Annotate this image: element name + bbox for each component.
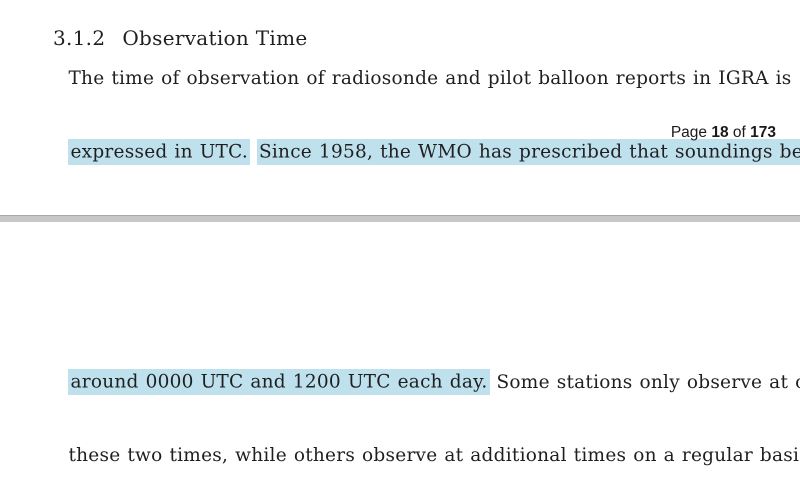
highlighted-text: around 0000 UTC and 1200 UTC each day. (68, 369, 490, 395)
footer-current-page: 18 (711, 124, 729, 141)
text-line: expressed in UTC. Since 1958, the WMO ha… (13, 116, 800, 190)
footer-prefix: Page (670, 124, 712, 141)
text-line: these two times, while others observe at… (13, 420, 800, 494)
body-text: The time of observation of radiosonde an… (68, 67, 792, 89)
body-text: these two times, while others observe at… (68, 445, 800, 466)
text-line: around 0000 UTC and 1200 UTC each day. S… (13, 346, 800, 420)
section-number: 3.1.2 (52, 26, 106, 50)
page-break-divider (0, 215, 800, 222)
section-heading: 3.1.2 Observation Time (13, 2, 307, 74)
footer-separator: of (728, 124, 751, 141)
section-title: Observation Time (122, 26, 308, 50)
text-line: The time of observation of radiosonde an… (13, 42, 800, 116)
highlighted-text: Since 1958, the WMO has prescribed that … (256, 138, 800, 165)
page-number-label: Page 18 of 173 (645, 106, 776, 160)
highlighted-text: expressed in UTC. (68, 138, 250, 165)
paragraph-continued: around 0000 UTC and 1200 UTC each day. S… (13, 346, 800, 495)
paragraph-observation-time: The time of observation of radiosonde an… (13, 42, 800, 189)
body-text: Some stations only observe at one of (496, 371, 800, 393)
footer-total-pages: 173 (750, 124, 776, 141)
body-text (250, 141, 257, 162)
